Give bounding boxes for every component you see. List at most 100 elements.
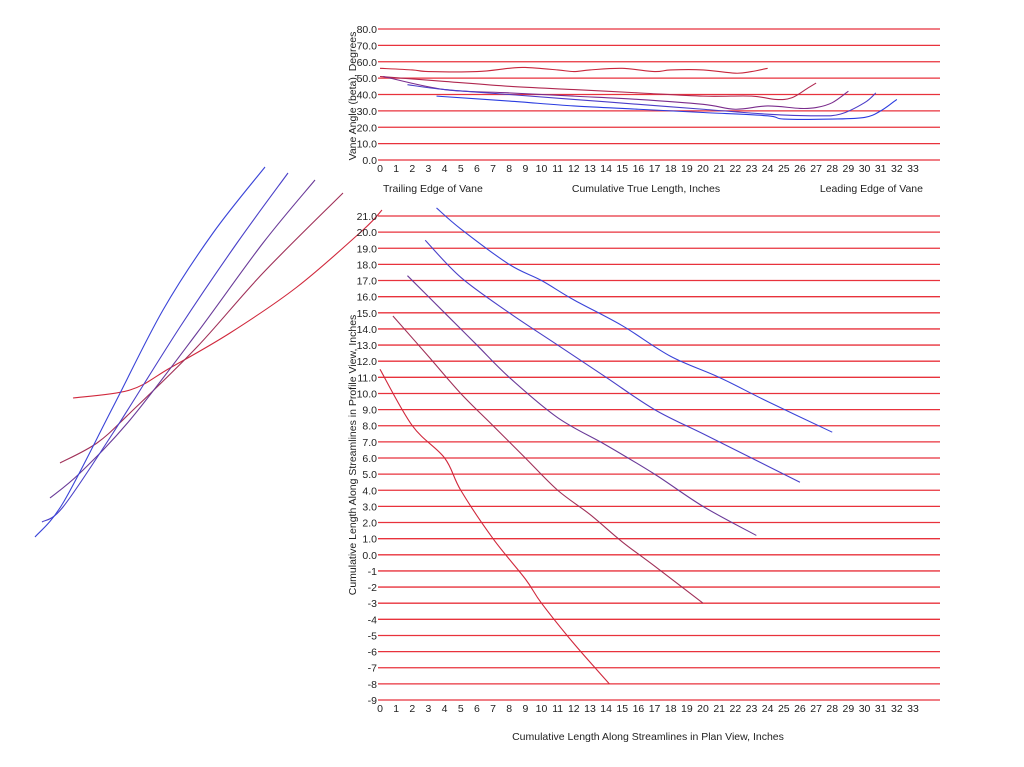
bottom-y-tick-label: -9: [368, 695, 377, 707]
bottom-y-tick-label: -7: [368, 663, 377, 675]
bottom-x-tick-label: 12: [568, 703, 580, 715]
top-x-tick-label: 23: [746, 163, 758, 175]
bottom-x-tick-label: 18: [665, 703, 677, 715]
top-x-tick-label: 29: [843, 163, 855, 175]
bottom-series-streamline-3: [407, 275, 757, 536]
bottom-y-tick-label: 17.0: [357, 276, 378, 288]
top-y-tick-label: 40.0: [357, 90, 378, 102]
bottom-x-tick-label: 14: [600, 703, 612, 715]
bottom-x-tick-label: 29: [843, 703, 855, 715]
bottom-x-tick-label: 3: [426, 703, 432, 715]
bottom-y-tick-label: 13.0: [357, 340, 378, 352]
bottom-y-tick-label: 11.0: [357, 372, 377, 384]
bottom-x-tick-label: 31: [875, 703, 887, 715]
bottom-y-tick-label: 1.0: [362, 534, 377, 546]
top-x-tick-label: 4: [442, 163, 448, 175]
top-x-tick-label: 18: [665, 163, 677, 175]
top-series-streamline-5: [436, 95, 898, 120]
top-x-tick-label: 26: [794, 163, 806, 175]
top-y-tick-label: 60.0: [357, 57, 378, 69]
bottom-x-tick-label: 6: [474, 703, 480, 715]
bottom-x-tick-label: 10: [536, 703, 548, 715]
bottom-y-tick-label: 14.0: [357, 324, 378, 336]
bottom-x-tick-label: 30: [859, 703, 871, 715]
top-x-tick-label: 25: [778, 163, 790, 175]
top-y-tick-label: 70.0: [357, 40, 378, 52]
top-x-tick-label: 13: [584, 163, 596, 175]
bottom-y-tick-label: 9.0: [362, 405, 377, 417]
bottom-x-tick-label: 11: [552, 703, 563, 715]
bottom-y-tick-label: 16.0: [357, 292, 378, 304]
bottom-x-tick-label: 4: [442, 703, 448, 715]
top-y-tick-label: 80.0: [357, 24, 378, 36]
top-x-tick-label: 10: [536, 163, 548, 175]
top-x-tick-label: 0: [377, 163, 383, 175]
bottom-x-tick-label: 1: [393, 703, 399, 715]
bottom-x-tick-label: 17: [649, 703, 661, 715]
bottom-x-tick-label: 22: [729, 703, 741, 715]
bottom-y-tick-label: -8: [368, 679, 377, 691]
top-x-tick-label: 22: [729, 163, 741, 175]
top-series-streamline-3: [383, 75, 849, 110]
top-x-tick-label: 21: [713, 163, 725, 175]
top-series-streamline-4: [407, 84, 877, 117]
bottom-x-tick-label: 28: [826, 703, 838, 715]
top-x-tick-label: 27: [810, 163, 822, 175]
sketch-curve-4: [41, 172, 289, 523]
bottom-x-tick-label: 19: [681, 703, 693, 715]
bottom-x-tick-label: 16: [633, 703, 645, 715]
bottom-y-tick-label: -1: [368, 566, 377, 578]
top-x-tick-label: 33: [907, 163, 919, 175]
bottom-x-tick-label: 9: [522, 703, 528, 715]
profile-plan-chart: 21.020.019.018.017.016.015.014.013.012.0…: [357, 207, 940, 715]
bottom-series-streamline-1: [379, 368, 610, 685]
streamline-sketch: [34, 166, 383, 538]
top-series-streamline-1: [379, 66, 768, 74]
top-y-tick-label: 20.0: [357, 122, 378, 134]
bottom-x-tick-label: 7: [490, 703, 496, 715]
sketch-curve-2: [59, 192, 344, 464]
top-x-tick-label: 24: [762, 163, 774, 175]
top-x-tick-label: 2: [409, 163, 415, 175]
top-x-tick-label: 15: [616, 163, 628, 175]
top-x-tick-label: 11: [552, 163, 563, 175]
bottom-y-tick-label: -2: [368, 582, 377, 594]
bottom-x-tick-label: 20: [697, 703, 709, 715]
top-series-streamline-2: [379, 75, 817, 101]
bottom-y-tick-label: -6: [368, 647, 377, 659]
top-x-tick-label: 28: [826, 163, 838, 175]
bottom-x-tick-label: 5: [458, 703, 464, 715]
bottom-y-tick-label: 5.0: [362, 469, 377, 481]
sketch-curve-1: [72, 209, 383, 399]
top-x-tick-label: 5: [458, 163, 464, 175]
bottom-x-tick-label: 32: [891, 703, 903, 715]
bottom-y-tick-label: 3.0: [362, 501, 377, 513]
top-x-axis-label: Cumulative True Length, Inches: [572, 183, 720, 195]
top-x-tick-label: 20: [697, 163, 709, 175]
bottom-x-tick-label: 23: [746, 703, 758, 715]
top-x-tick-label: 30: [859, 163, 871, 175]
bottom-x-tick-label: 33: [907, 703, 919, 715]
top-y-tick-label: 10.0: [357, 139, 378, 151]
top-x-tick-label: 17: [649, 163, 661, 175]
bottom-x-tick-label: 24: [762, 703, 774, 715]
bottom-y-tick-label: -3: [368, 598, 377, 610]
bottom-series-streamline-5: [436, 207, 833, 433]
bottom-x-tick-label: 25: [778, 703, 790, 715]
bottom-y-tick-label: 0.0: [362, 550, 377, 562]
bottom-x-axis-label: Cumulative Length Along Streamlines in P…: [512, 731, 784, 743]
bottom-y-tick-label: 7.0: [362, 437, 377, 449]
bottom-y-tick-label: 2.0: [362, 518, 377, 530]
top-x-tick-label: 32: [891, 163, 903, 175]
top-x-tick-label: 12: [568, 163, 580, 175]
bottom-x-tick-label: 2: [409, 703, 415, 715]
bottom-x-tick-label: 15: [616, 703, 628, 715]
bottom-y-tick-label: -4: [368, 614, 377, 626]
bottom-y-tick-label: 19.0: [357, 243, 378, 255]
bottom-series-streamline-4: [424, 239, 801, 483]
bottom-y-tick-label: -5: [368, 630, 377, 642]
bottom-y-tick-label: 20.0: [357, 227, 378, 239]
bottom-y-tick-label: 6.0: [362, 453, 377, 465]
top-x-tick-label: 14: [600, 163, 612, 175]
